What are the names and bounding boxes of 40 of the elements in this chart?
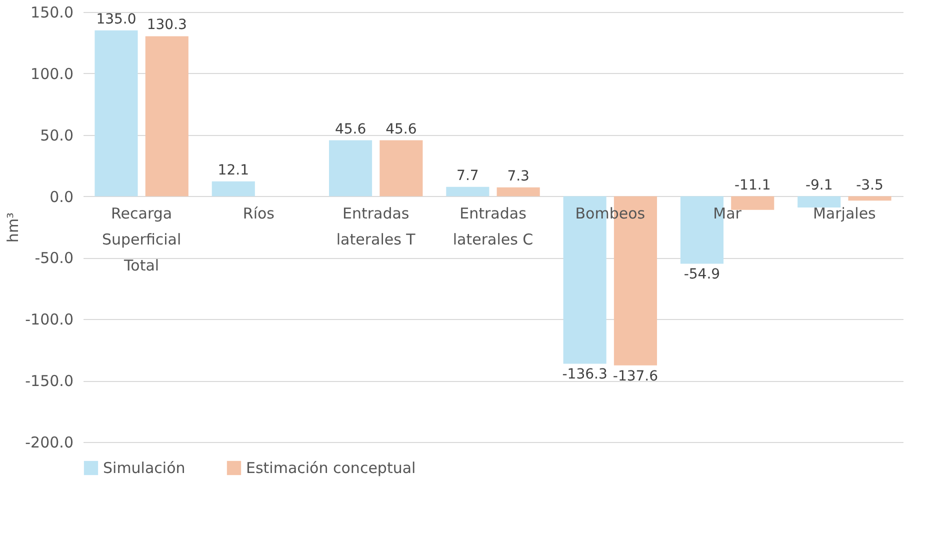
bar bbox=[446, 186, 490, 196]
data-label: 130.3 bbox=[146, 17, 187, 34]
data-label: -136.3 bbox=[562, 366, 608, 383]
bar bbox=[380, 140, 423, 196]
bar bbox=[94, 30, 138, 196]
y-tick-label: 0.0 bbox=[50, 188, 74, 206]
y-tick-label: -100.0 bbox=[25, 310, 74, 329]
x-tick-label: Mar bbox=[713, 204, 742, 222]
data-label: 45.6 bbox=[334, 121, 366, 138]
data-label: -3.5 bbox=[856, 177, 884, 194]
bar bbox=[798, 196, 841, 208]
x-tick-label: Entradas laterales T bbox=[336, 204, 416, 248]
y-tick-label: 150.0 bbox=[30, 4, 74, 22]
data-label: 7.3 bbox=[507, 168, 530, 184]
bar bbox=[329, 140, 372, 196]
data-label: -54.9 bbox=[684, 266, 720, 283]
data-label: 7.7 bbox=[456, 168, 479, 184]
y-tick-label: -50.0 bbox=[34, 249, 74, 268]
x-tick-label: Recarga Superficial Total bbox=[102, 204, 182, 274]
bar bbox=[848, 196, 892, 201]
bar bbox=[496, 187, 540, 196]
x-tick-label: Bombeos bbox=[575, 204, 646, 222]
data-label: -9.1 bbox=[805, 177, 833, 194]
bar bbox=[145, 36, 188, 196]
data-label: 12.1 bbox=[218, 162, 249, 178]
x-tick-label: Marjales bbox=[812, 204, 876, 222]
data-label: 45.6 bbox=[386, 121, 417, 138]
y-tick-label: -200.0 bbox=[25, 434, 74, 452]
data-label: -137.6 bbox=[612, 368, 658, 384]
legend-label: Simulación bbox=[103, 459, 186, 477]
x-tick-label: Entradas laterales C bbox=[452, 204, 534, 248]
bar bbox=[212, 181, 255, 196]
y-tick-label: 100.0 bbox=[30, 64, 74, 83]
data-label: 135.0 bbox=[96, 11, 136, 28]
y-tick-label: 50.0 bbox=[40, 126, 74, 144]
x-tick-label: Ríos bbox=[242, 204, 275, 222]
y-tick-label: -150.0 bbox=[25, 372, 74, 390]
legend-label: Estimación conceptual bbox=[246, 459, 416, 477]
data-label: -11.1 bbox=[734, 177, 771, 194]
y-axis-title: hm³ bbox=[4, 212, 22, 243]
